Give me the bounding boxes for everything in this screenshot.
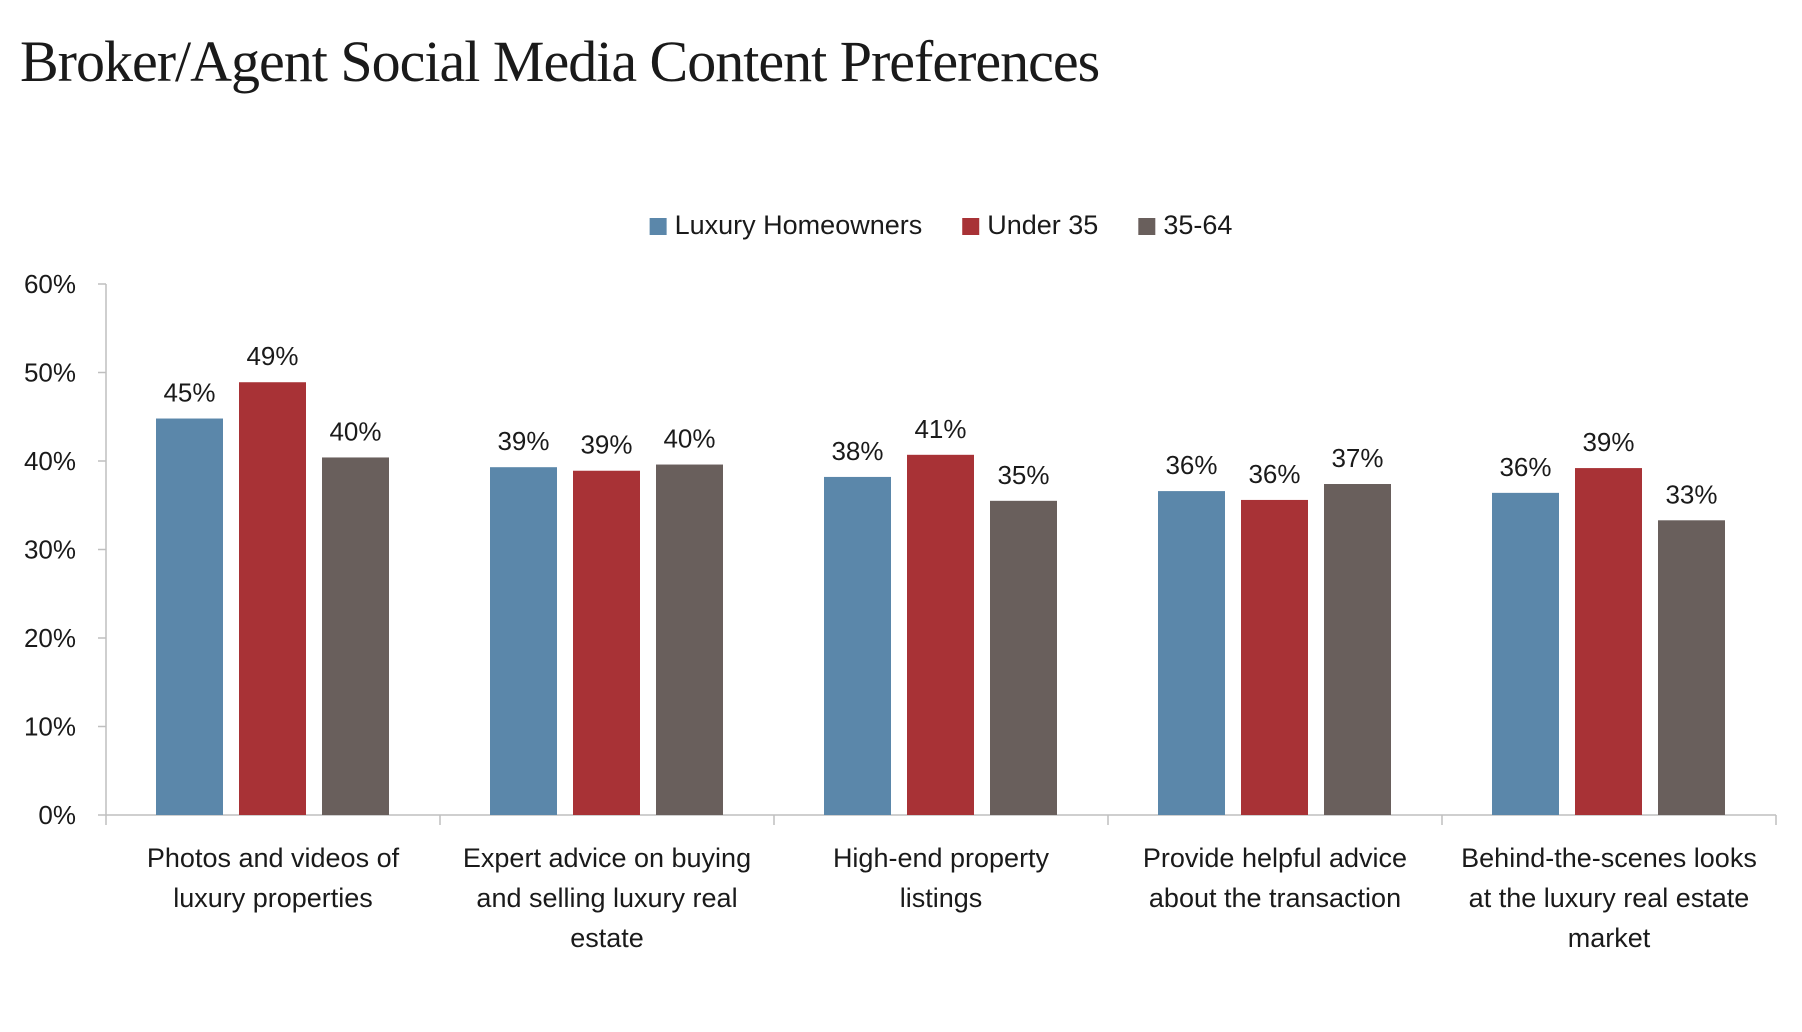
- data-label: 36%: [1499, 452, 1551, 482]
- legend-swatch: [649, 218, 667, 235]
- data-label: 40%: [329, 416, 381, 446]
- data-label: 41%: [914, 414, 966, 444]
- bar: [1575, 468, 1642, 815]
- legend-label: Luxury Homeowners: [675, 210, 923, 240]
- x-category-label: Expert advice on buying and selling luxur…: [463, 843, 751, 953]
- legend: Luxury Homeowners Under 35 35-64: [649, 210, 1232, 240]
- data-label: 36%: [1248, 459, 1300, 489]
- data-labels: 45% 39% 38% 36% 36% 49% 39% 41% 36% 39% 40% 40% 35% 3…: [163, 341, 1717, 509]
- data-label: 36%: [1165, 450, 1217, 480]
- data-label: 45%: [163, 378, 215, 408]
- bar: [824, 476, 891, 815]
- legend-item: Luxury Homeowners: [649, 210, 923, 240]
- data-label: 35%: [997, 460, 1049, 490]
- data-label: 38%: [831, 436, 883, 466]
- y-tick-label: 60%: [24, 269, 76, 299]
- legend-item: 35-64: [1138, 210, 1232, 240]
- y-tick-label: 30%: [24, 535, 76, 565]
- bar: [1658, 520, 1725, 815]
- legend-swatch: [962, 218, 980, 235]
- y-tick-label: 0%: [38, 800, 76, 830]
- data-label: 39%: [580, 430, 632, 460]
- data-label: 37%: [1331, 443, 1383, 473]
- y-axis: 0% 10% 20% 30% 40% 50% 60%: [24, 269, 107, 830]
- data-label: 39%: [497, 426, 549, 456]
- y-tick-label: 50%: [24, 358, 76, 388]
- bar: [573, 470, 640, 815]
- bar: [322, 457, 389, 815]
- legend-label: 35-64: [1163, 210, 1232, 240]
- x-category-label: Provide helpful advice about the transact…: [1143, 843, 1407, 913]
- bar: [490, 467, 557, 815]
- bars: [156, 382, 1725, 815]
- legend-item: Under 35: [962, 210, 1098, 240]
- bar: [1324, 484, 1391, 815]
- chart-title: Broker/Agent Social Media Content Prefer…: [20, 29, 1100, 94]
- x-category-label: Behind-the-scenes looks at the luxury rea…: [1461, 843, 1757, 953]
- bar: [239, 382, 306, 815]
- data-label: 49%: [246, 341, 298, 371]
- legend-label: Under 35: [987, 210, 1098, 240]
- data-label: 40%: [663, 424, 715, 454]
- y-tick-label: 20%: [24, 623, 76, 653]
- data-label: 33%: [1665, 479, 1717, 509]
- x-category-label: Photos and videos of luxury properties: [147, 843, 400, 913]
- bar: [156, 418, 223, 815]
- bar: [656, 464, 723, 815]
- y-tick-label: 10%: [24, 712, 76, 742]
- bar: [1158, 491, 1225, 815]
- x-axis: Photos and videos of luxury properties Exp…: [105, 814, 1777, 953]
- data-label: 39%: [1582, 427, 1634, 457]
- x-category-label: High-end property listings: [833, 843, 1050, 913]
- legend-swatch: [1138, 218, 1156, 235]
- y-tick-label: 40%: [24, 446, 76, 476]
- bar: [990, 500, 1057, 815]
- bar: [907, 454, 974, 815]
- bar: [1492, 492, 1559, 815]
- bar: [1241, 499, 1308, 815]
